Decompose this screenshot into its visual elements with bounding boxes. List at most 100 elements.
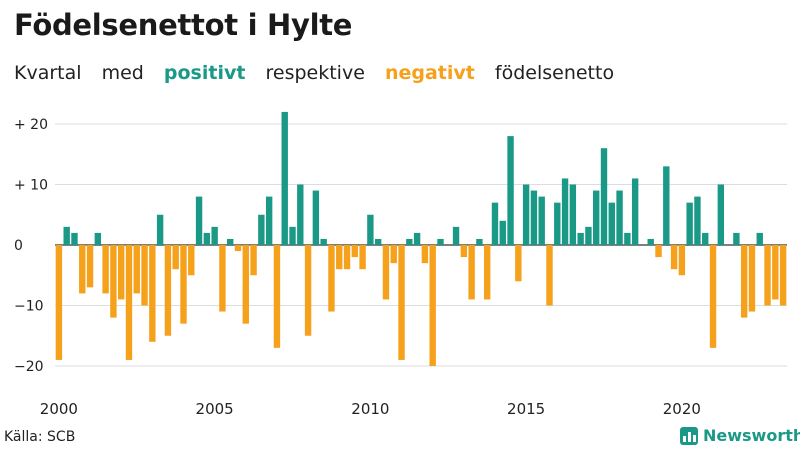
- bar-negative: [234, 245, 242, 252]
- bar-negative: [273, 245, 281, 348]
- bar-negative: [164, 245, 172, 336]
- bar-negative: [336, 245, 343, 270]
- bar-positive: [608, 202, 615, 245]
- bar-negative: [219, 245, 226, 312]
- y-tick-label: + 20: [14, 117, 48, 133]
- bar-negative: [484, 245, 491, 300]
- bar-negative: [398, 245, 405, 360]
- bar-positive: [71, 232, 78, 245]
- bar-negative: [79, 245, 86, 294]
- bar-positive: [452, 226, 460, 245]
- bar-positive: [631, 178, 639, 245]
- bar-negative: [188, 245, 195, 276]
- bar-positive: [265, 196, 273, 245]
- bar-positive: [702, 232, 709, 245]
- bar-positive: [94, 232, 102, 245]
- bar-positive: [281, 111, 288, 246]
- bar-negative: [678, 245, 686, 276]
- bar-negative: [351, 245, 359, 258]
- bar-negative: [180, 245, 187, 324]
- y-tick-label: 0: [14, 238, 23, 254]
- bar-negative: [118, 245, 125, 300]
- brand-name: Newsworthy: [703, 426, 800, 445]
- x-tick-label: 2000: [40, 400, 78, 418]
- newsworthy-logo-icon: [680, 426, 698, 445]
- x-tick-label: 2015: [507, 400, 545, 418]
- bar-positive: [561, 178, 569, 245]
- subtitle-part4: födelsenetto: [494, 62, 615, 84]
- chart-title: Födelsenettot i Hylte: [14, 8, 353, 42]
- bar-negative: [382, 245, 390, 300]
- bar-negative: [242, 245, 249, 324]
- bar-positive: [476, 238, 483, 245]
- bar-positive: [694, 196, 701, 245]
- bar-negative: [55, 245, 63, 360]
- legend-negative: negativt: [384, 62, 475, 84]
- bar-positive: [406, 238, 413, 245]
- chart-subtitle: Kvartal med positivt respektive negativt…: [14, 62, 628, 84]
- bar-positive: [297, 184, 304, 245]
- bar-positive: [554, 202, 561, 245]
- bar-negative: [304, 245, 312, 336]
- bar-negative: [772, 245, 779, 300]
- bar-positive: [717, 184, 725, 245]
- x-tick-label: 2010: [351, 400, 389, 418]
- x-tick-label: 2020: [663, 400, 701, 418]
- source-note: Källa: SCB: [4, 429, 76, 445]
- bar-positive: [647, 238, 654, 245]
- bar-positive: [156, 214, 164, 245]
- bar-negative: [546, 245, 553, 306]
- bar-negative: [764, 245, 771, 306]
- y-axis: + 20 + 10 0 −10 −20: [14, 117, 48, 375]
- y-tick-label: −20: [14, 359, 44, 375]
- bar-positive: [686, 202, 693, 245]
- bar-negative: [515, 245, 522, 282]
- bar-negative: [125, 245, 133, 360]
- bar-negative: [468, 245, 475, 300]
- y-tick-label: + 10: [14, 178, 48, 194]
- bar-negative: [670, 245, 678, 270]
- bar-positive: [367, 214, 374, 245]
- bar-positive: [600, 148, 608, 245]
- bar-positive: [491, 202, 499, 245]
- bar-positive: [538, 196, 545, 245]
- bar-negative: [250, 245, 257, 276]
- x-tick-label: 2005: [196, 400, 234, 418]
- subtitle-part3: respektive: [265, 62, 365, 84]
- bar-positive: [258, 214, 265, 245]
- bar-negative: [343, 245, 351, 270]
- bar-positive: [211, 226, 218, 245]
- bar-positive: [227, 238, 234, 245]
- bar-positive: [312, 190, 320, 245]
- bar-negative: [172, 245, 179, 270]
- bar-negative: [86, 245, 94, 288]
- subtitle-part1: Kvartal: [14, 62, 82, 84]
- bar-negative: [429, 245, 436, 366]
- bar-positive: [437, 238, 444, 245]
- bar-negative: [421, 245, 429, 264]
- bar-positive: [733, 232, 740, 245]
- subtitle-part2: med: [101, 62, 144, 84]
- bar-negative: [141, 245, 148, 306]
- bar-positive: [289, 226, 296, 245]
- bar-negative: [110, 245, 117, 318]
- bar-positive: [195, 196, 203, 245]
- bar-negative: [460, 245, 468, 258]
- bar-positive: [522, 184, 530, 245]
- bar-negative: [149, 245, 156, 342]
- bar-positive: [413, 232, 421, 245]
- bar-positive: [499, 220, 506, 245]
- bar-positive: [577, 232, 584, 245]
- bar-positive: [593, 190, 600, 245]
- legend-positive: positivt: [163, 62, 246, 84]
- bar-negative: [359, 245, 366, 270]
- bar-positive: [320, 238, 327, 245]
- bar-positive: [63, 226, 70, 245]
- bar-negative: [328, 245, 335, 312]
- bar-positive: [507, 136, 514, 245]
- bar-negative: [740, 245, 748, 318]
- x-axis: 2000 2005 2010 2015 2020: [40, 400, 701, 418]
- bar-positive: [374, 238, 382, 245]
- bar-positive: [756, 232, 763, 245]
- brand-logo[interactable]: Newsworthy: [680, 426, 800, 445]
